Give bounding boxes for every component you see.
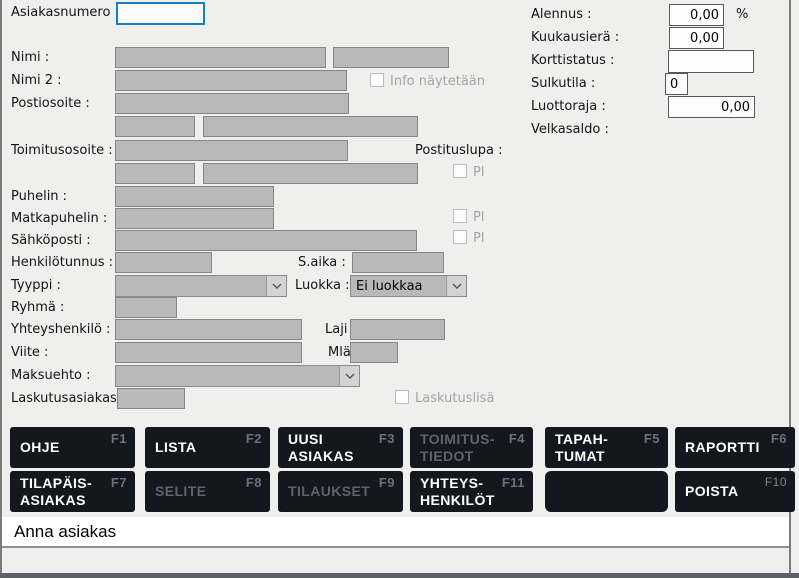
fkey-label: F2 bbox=[245, 431, 262, 446]
poista-button[interactable]: POISTA F10 bbox=[675, 471, 795, 512]
saika-field bbox=[352, 252, 444, 273]
laskutuslisa-label: Laskutuslisä bbox=[415, 391, 495, 406]
luottoraja-label: Luottoraja : bbox=[531, 99, 606, 114]
laskutuslisa-checkbox bbox=[395, 390, 409, 404]
maksuehto-label: Maksuehto : bbox=[11, 368, 91, 383]
pl-label-2: Pl bbox=[473, 210, 485, 225]
sahkoposti-pl-checkbox bbox=[453, 230, 467, 244]
info-naytetaan-label: Info näytetään bbox=[390, 74, 485, 89]
sahkoposti-field bbox=[115, 230, 417, 251]
ryhma-label: Ryhmä : bbox=[11, 300, 65, 315]
laji-label: Laji : bbox=[325, 322, 356, 337]
fkey-label: F4 bbox=[508, 431, 525, 446]
pl-label-3: Pl bbox=[473, 231, 485, 246]
alennus-input[interactable] bbox=[669, 4, 724, 26]
korttistatus-input[interactable] bbox=[668, 50, 754, 73]
status-message: Anna asiakas bbox=[14, 522, 117, 541]
laskutusasiakas-label: Laskutusasiakas : bbox=[11, 391, 126, 406]
chevron-down-icon[interactable] bbox=[266, 276, 286, 296]
maksuehto-select[interactable] bbox=[115, 365, 360, 387]
luokka-select[interactable]: Ei luokkaa bbox=[350, 275, 467, 297]
saika-label: S.aika : bbox=[298, 255, 346, 270]
fkey-label: F5 bbox=[643, 431, 660, 446]
velkasaldo-label: Velkasaldo : bbox=[531, 122, 609, 137]
laskutusasiakas-field bbox=[117, 388, 185, 409]
viite-label: Viite : bbox=[11, 345, 49, 360]
puhelin-label: Puhelin : bbox=[11, 189, 68, 204]
yhteyshenkilot-button[interactable]: YHTEYS- HENKILÖT F11 bbox=[410, 471, 533, 512]
matkapuhelin-label: Matkapuhelin : bbox=[11, 211, 108, 226]
nimi-label: Nimi : bbox=[11, 50, 50, 65]
sulkutila-input[interactable] bbox=[665, 73, 688, 95]
postituslupa-pl-checkbox-1 bbox=[453, 164, 467, 178]
postituslupa-label: Postituslupa : bbox=[415, 143, 503, 158]
fkey-label: F10 bbox=[764, 475, 787, 489]
nimi-extra-field bbox=[333, 47, 449, 68]
henkilotunnus-label: Henkilötunnus : bbox=[11, 255, 114, 270]
matkapuhelin-field bbox=[115, 208, 274, 229]
sulkutila-label: Sulkutila : bbox=[531, 76, 596, 91]
selite-button[interactable]: SELITE F8 bbox=[145, 471, 270, 512]
toimitus-postitoimipaikka-field bbox=[203, 163, 418, 184]
status-bar: Anna asiakas bbox=[2, 517, 789, 548]
toimitusosoite-field bbox=[115, 140, 348, 161]
luottoraja-input[interactable] bbox=[668, 96, 755, 118]
uusi-asiakas-button[interactable]: UUSI ASIAKAS F3 bbox=[278, 427, 403, 468]
window-border-right bbox=[789, 0, 791, 578]
chevron-down-icon[interactable] bbox=[446, 276, 466, 296]
kuukausiera-label: Kuukausierä : bbox=[531, 30, 620, 45]
fkey-label: F1 bbox=[110, 431, 127, 446]
tilapaisasiakas-button[interactable]: TILAPÄIS- ASIAKAS F7 bbox=[10, 471, 135, 512]
alennus-percent-suffix: % bbox=[736, 7, 749, 22]
tyyppi-label: Tyyppi : bbox=[11, 278, 61, 293]
info-naytetaan-checkbox bbox=[370, 73, 384, 87]
pl-label-1: Pl bbox=[473, 165, 485, 180]
puhelin-pl-checkbox bbox=[453, 209, 467, 223]
chevron-down-icon[interactable] bbox=[339, 366, 359, 386]
tyyppi-select[interactable] bbox=[115, 275, 287, 297]
nimi2-field bbox=[115, 70, 347, 91]
toimitus-postinumero-field bbox=[115, 163, 195, 184]
laji-field bbox=[350, 319, 445, 340]
yhteyshenkilo-label: Yhteyshenkilö : bbox=[11, 322, 111, 337]
asiakasnumero-input[interactable] bbox=[116, 2, 205, 25]
window-bottom-bar bbox=[0, 573, 799, 578]
luokka-label: Luokka : bbox=[295, 278, 350, 293]
fkey-label: F8 bbox=[245, 475, 262, 490]
tapahtumat-button[interactable]: TAPAH- TUMAT F5 bbox=[545, 427, 668, 468]
postiosoite-label: Postiosoite : bbox=[11, 96, 90, 111]
sahkoposti-label: Sähköposti : bbox=[11, 233, 91, 248]
alennus-label: Alennus : bbox=[531, 7, 592, 22]
nimi2-label: Nimi 2 : bbox=[11, 73, 62, 88]
toimitustiedot-button[interactable]: TOIMITUS- TIEDOT F4 bbox=[410, 427, 533, 468]
postitoimipaikka-field bbox=[203, 116, 418, 137]
nimi-field bbox=[115, 47, 326, 68]
korttistatus-label: Korttistatus : bbox=[531, 53, 615, 68]
mla-field bbox=[350, 342, 398, 363]
luokka-selected-value: Ei luokkaa bbox=[356, 278, 423, 294]
toimitusosoite-label: Toimitusosoite : bbox=[11, 143, 113, 158]
postinumero-field bbox=[115, 116, 195, 137]
raportti-button[interactable]: RAPORTTI F6 bbox=[675, 427, 795, 468]
henkilotunnus-field bbox=[115, 252, 212, 273]
ohje-button[interactable]: OHJE F1 bbox=[10, 427, 135, 468]
yhteyshenkilo-field bbox=[115, 319, 302, 340]
lista-button[interactable]: LISTA F2 bbox=[145, 427, 270, 468]
fkey-label: F6 bbox=[770, 431, 787, 446]
tilaukset-button[interactable]: TILAUKSET F9 bbox=[278, 471, 403, 512]
fkey-label: F3 bbox=[378, 431, 395, 446]
fkey-label: F9 bbox=[378, 475, 395, 490]
asiakasnumero-label: Asiakasnumero : bbox=[11, 5, 119, 20]
ryhma-field bbox=[115, 297, 177, 318]
viite-field bbox=[115, 342, 302, 363]
window-border-left bbox=[0, 0, 2, 578]
fkey-label: F11 bbox=[501, 475, 525, 490]
postiosoite-field bbox=[115, 93, 349, 114]
kuukausiera-input[interactable] bbox=[669, 27, 724, 49]
fkey-label: F7 bbox=[110, 475, 127, 490]
blank-button[interactable] bbox=[545, 471, 668, 512]
puhelin-field bbox=[115, 186, 274, 207]
